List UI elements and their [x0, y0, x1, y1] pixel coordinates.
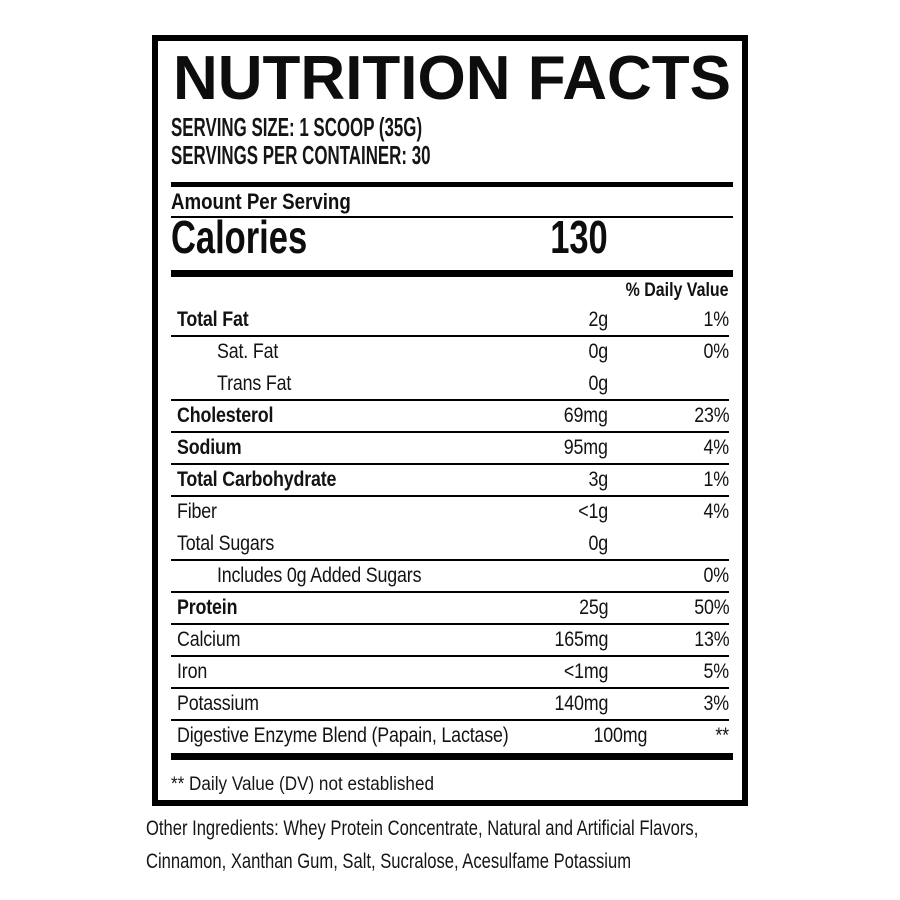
nutrient-amount: 25g [578, 596, 608, 619]
row-potassium: Potassium 140mg 3% [171, 689, 729, 721]
nutrient-label: Total Sugars [177, 532, 275, 555]
nutrient-label: Potassium [177, 692, 259, 715]
nutrient-dv: 1% [703, 468, 730, 491]
nutrient-amount: 3g [588, 468, 608, 491]
row-calcium: Calcium 165mg 13% [171, 625, 729, 657]
row-trans-fat: Trans Fat 0g [171, 369, 729, 401]
nutrient-label: Sat. Fat [217, 340, 279, 363]
nutrient-label: Fiber [177, 500, 217, 523]
nutrient-label: Calcium [177, 628, 241, 651]
nutrient-amount: 69mg [564, 404, 608, 427]
row-total-fat: Total Fat 2g 1% [171, 305, 729, 337]
nutrient-dv: 4% [703, 500, 730, 523]
nutrient-dv: 0% [703, 564, 730, 587]
ingredients-line-1: Other Ingredients: Whey Protein Concentr… [146, 817, 699, 840]
nutrient-label: Digestive Enzyme Blend (Papain, Lactase) [177, 724, 509, 747]
ingredients-line-2: Cinnamon, Xanthan Gum, Salt, Sucralose, … [146, 850, 632, 873]
nutrient-dv: 5% [703, 660, 730, 683]
nutrient-amount: 0g [588, 532, 608, 555]
nutrient-amount: 165mg [554, 628, 608, 651]
row-total-carbohydrate: Total Carbohydrate 3g 1% [171, 465, 729, 497]
nutrient-amount: <1mg [563, 660, 609, 683]
row-fiber: Fiber <1g 4% [171, 497, 729, 529]
daily-value-header: % Daily Value [626, 280, 729, 301]
nutrient-dv: 13% [693, 628, 729, 651]
nutrient-amount [488, 561, 608, 591]
serving-size-text: SERVING SIZE: 1 SCOOP (35G) [171, 112, 423, 142]
nutrient-dv: 50% [693, 596, 729, 619]
nutrient-dv: 3% [703, 692, 730, 715]
calories-row: Calories 130 [171, 211, 729, 270]
nutrient-dv: 0% [703, 340, 730, 363]
nutrient-label: Sodium [177, 436, 242, 459]
panel-title: NUTRITION FACTS [173, 44, 731, 113]
calories-label: Calories [171, 211, 308, 263]
row-added-sugars: Includes 0g Added Sugars 0% [171, 561, 729, 593]
row-iron: Iron <1mg 5% [171, 657, 729, 689]
nutrition-facts-panel: NUTRITION FACTS SERVING SIZE: 1 SCOOP (3… [152, 35, 748, 806]
other-ingredients: Other Ingredients: Whey Protein Concentr… [146, 812, 886, 878]
nutrient-amount: 0g [588, 340, 608, 363]
nutrient-dv: 4% [703, 436, 730, 459]
thick-divider-bottom [171, 753, 733, 760]
nutrient-amount: 0g [588, 372, 608, 395]
nutrient-label: Trans Fat [217, 372, 292, 395]
row-cholesterol: Cholesterol 69mg 23% [171, 401, 729, 433]
row-sodium: Sodium 95mg 4% [171, 433, 729, 465]
nutrient-amount: <1g [578, 500, 608, 523]
thick-divider-calories [171, 270, 733, 277]
nutrient-amount: 100mg [593, 724, 648, 747]
servings-per-container-text: SERVINGS PER CONTAINER: 30 [171, 140, 431, 170]
row-protein: Protein 25g 50% [171, 593, 729, 625]
servings-per-container-line: SERVINGS PER CONTAINER: 30 [171, 141, 729, 169]
nutrient-label: Total Carbohydrate [177, 468, 337, 491]
nutrient-label: Protein [177, 596, 238, 619]
amount-per-serving-heading: Amount Per Serving [171, 189, 351, 214]
thin-divider [171, 216, 733, 218]
dv-footnote: ** Daily Value (DV) not established [171, 774, 434, 795]
calories-value: 130 [550, 211, 608, 263]
nutrient-amount: 95mg [564, 436, 608, 459]
row-digestive-enzyme-blend: Digestive Enzyme Blend (Papain, Lactase)… [171, 721, 729, 753]
nutrient-label: Iron [177, 660, 208, 683]
row-sat-fat: Sat. Fat 0g 0% [171, 337, 729, 369]
nutrient-label: Cholesterol [177, 404, 274, 427]
nutrient-dv [608, 529, 729, 559]
nutrient-table: Total Fat 2g 1% Sat. Fat 0g 0% Trans Fat… [171, 305, 729, 753]
nutrient-dv: 1% [703, 308, 730, 331]
nutrient-amount: 140mg [554, 692, 608, 715]
nutrient-dv [608, 369, 729, 399]
nutrient-dv: ** [715, 724, 729, 747]
nutrient-label: Total Fat [177, 308, 249, 331]
row-total-sugars: Total Sugars 0g [171, 529, 729, 561]
nutrient-dv: 23% [693, 404, 729, 427]
thick-divider-top [171, 182, 733, 187]
serving-size-line: SERVING SIZE: 1 SCOOP (35G) [171, 113, 729, 141]
nutrient-amount: 2g [588, 308, 608, 331]
nutrient-label: Includes 0g Added Sugars [217, 564, 422, 587]
serving-info: SERVING SIZE: 1 SCOOP (35G) SERVINGS PER… [171, 113, 729, 169]
